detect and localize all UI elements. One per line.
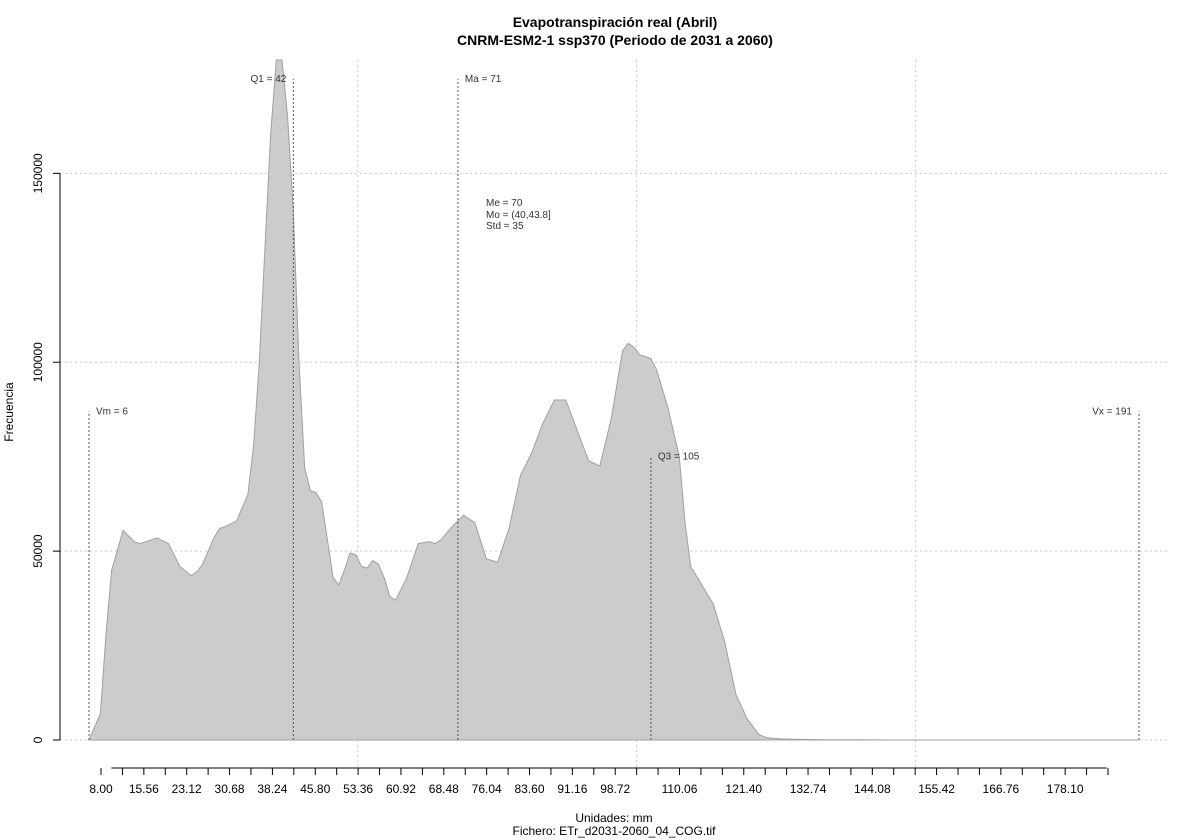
statistics-box: Me = 70 Mo = (40,43.8] Std = 35 — [486, 198, 551, 232]
x-tick-label: 166.76 — [983, 782, 1020, 796]
chart-subtitle: CNRM-ESM2-1 ssp370 (Periodo de 2031 a 20… — [457, 32, 773, 48]
x-tick-label: 15.56 — [129, 782, 159, 796]
x-tick-label: 45.80 — [300, 782, 330, 796]
stat-std: Std = 35 — [486, 221, 524, 232]
stat-line-label: Q1 = 42 — [250, 74, 286, 85]
x-tick-label: 76.04 — [472, 782, 502, 796]
y-tick-label: 50000 — [31, 534, 45, 568]
stat-mean: Me = 70 — [486, 198, 523, 209]
x-tick-label: 155.42 — [918, 782, 955, 796]
file-footer: Fichero: ETr_d2031-2060_04_COG.tif — [513, 824, 717, 838]
statistic-lines: Vm = 6 Q1 = 42 Ma = 71 Q3 = 105 Vx = 191 — [88, 74, 1140, 740]
x-tick-label: 23.12 — [172, 782, 202, 796]
x-tick-label: 110.06 — [662, 782, 698, 796]
y-axis: 0 50000 100000 150000 — [31, 153, 61, 743]
x-tick-label: 132.74 — [790, 782, 827, 796]
x-tick-label: 83.60 — [514, 782, 544, 796]
x-tick-label: 8.00 — [89, 782, 113, 796]
stat-line-label: Vx = 191 — [1092, 406, 1132, 417]
chart-title: Evapotranspiración real (Abril) — [513, 14, 718, 30]
x-axis: 8.00 15.56 23.12 30.68 38.24 45.80 53.36 60.92 6… — [89, 767, 1109, 796]
x-axis-label: Unidades: mm — [575, 811, 652, 825]
stat-mode: Mo = (40,43.8] — [486, 210, 551, 221]
x-tick-label: 144.08 — [854, 782, 891, 796]
x-tick-label: 53.36 — [343, 782, 373, 796]
y-tick-label: 0 — [31, 736, 45, 743]
frequency-area — [88, 59, 1139, 741]
x-tick-label: 178.10 — [1047, 782, 1084, 796]
stat-line-label: Ma = 71 — [465, 74, 502, 85]
x-tick-label: 98.72 — [600, 782, 630, 796]
y-axis-label: Frecuencia — [2, 382, 16, 442]
x-tick-label: 60.92 — [386, 782, 416, 796]
x-tick-label: 38.24 — [257, 782, 287, 796]
stat-line-label: Q3 = 105 — [658, 452, 700, 463]
x-tick-label: 30.68 — [215, 782, 245, 796]
x-tick-label: 121.40 — [725, 782, 762, 796]
x-tick-label: 68.48 — [429, 782, 459, 796]
x-tick-label: 91.16 — [557, 782, 587, 796]
y-tick-label: 100000 — [31, 342, 45, 382]
stat-line-label: Vm = 6 — [96, 406, 128, 417]
y-tick-label: 150000 — [31, 153, 45, 193]
